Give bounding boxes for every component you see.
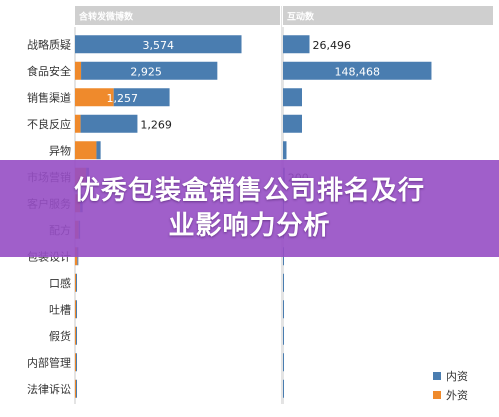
data-label: 26,496 — [312, 39, 351, 52]
data-label: 1,269 — [140, 118, 172, 131]
bar-domestic — [283, 88, 302, 107]
bar-domestic — [76, 326, 77, 345]
bar-domestic — [113, 88, 170, 107]
data-label: 3,574 — [143, 39, 175, 52]
bar-domestic — [80, 114, 138, 133]
panel-header-2 — [283, 6, 493, 25]
bar-domestic — [81, 61, 218, 80]
bar-domestic — [75, 35, 242, 54]
bar-domestic — [76, 379, 77, 398]
bar-domestic — [283, 326, 284, 345]
bar-domestic — [76, 273, 77, 292]
bar-foreign — [75, 61, 82, 80]
bar-domestic — [283, 273, 284, 292]
bar-foreign — [75, 141, 97, 160]
bar-domestic — [283, 141, 287, 160]
title-overlay-banner: 优秀包装盒销售公司排名及行 业影响力分析 — [0, 160, 499, 257]
category-label: 不良反应 — [27, 117, 71, 131]
panel-title-1: 含转发微博数 — [78, 11, 134, 23]
category-label: 法律诉讼 — [27, 382, 71, 396]
category-label: 战略质疑 — [27, 37, 71, 51]
bar-domestic — [283, 35, 310, 54]
bar-domestic — [96, 141, 101, 160]
bar-domestic — [283, 353, 284, 372]
category-label: 内部管理 — [27, 355, 71, 369]
legend-swatch — [433, 372, 441, 380]
bar-foreign — [75, 273, 76, 292]
bar-foreign — [75, 326, 76, 345]
data-label: 2,925 — [130, 65, 162, 78]
panel-title-2: 互动数 — [287, 11, 315, 23]
overlay-title-line-1: 优秀包装盒销售公司排名及行 — [73, 175, 425, 206]
bar-domestic — [283, 300, 284, 319]
panel-header-1 — [75, 6, 280, 25]
bar-domestic — [283, 61, 432, 80]
legend-swatch — [433, 391, 441, 399]
bar-domestic — [76, 353, 77, 372]
bar-domestic — [283, 114, 302, 133]
bar-foreign — [75, 353, 76, 372]
category-label: 食品安全 — [27, 64, 71, 78]
category-label: 异物 — [49, 143, 71, 157]
data-label: 1,257 — [107, 92, 139, 105]
category-label: 吐槽 — [49, 303, 71, 316]
overlay-title-line-2: 业影响力分析 — [168, 210, 331, 241]
bar-domestic — [76, 300, 77, 319]
bar-domestic — [283, 379, 284, 398]
category-label: 口感 — [49, 277, 71, 290]
category-label: 销售渠道 — [27, 90, 71, 104]
bar-foreign — [75, 88, 114, 107]
bar-foreign — [75, 379, 76, 398]
data-label: 148,468 — [334, 65, 380, 78]
legend-label: 内资 — [446, 369, 468, 383]
bar-foreign — [75, 300, 76, 319]
category-label: 假货 — [49, 329, 71, 343]
bar-foreign — [75, 114, 81, 133]
legend-label: 外资 — [446, 389, 468, 402]
